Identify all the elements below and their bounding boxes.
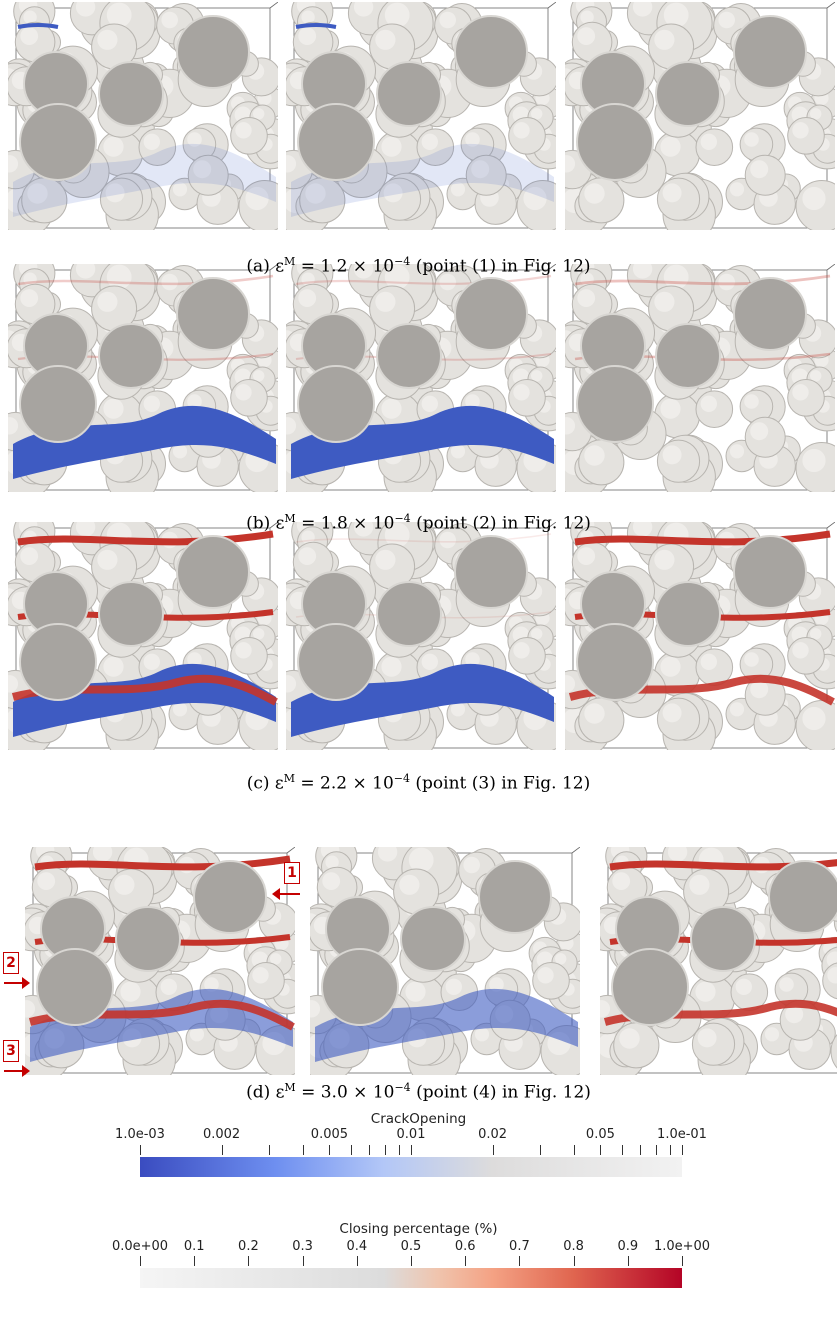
crack-opening-title: CrackOpening — [370, 1111, 467, 1127]
crack-opening-tick-label: 0.02 — [478, 1127, 508, 1142]
crack-opening-tick-label: 0.01 — [396, 1127, 426, 1142]
closing-tick-label: 0.5 — [400, 1239, 422, 1254]
crack-opening-tick — [655, 1145, 657, 1155]
closing-tick-label: 0.3 — [292, 1239, 313, 1254]
crack-opening-tick — [411, 1145, 412, 1155]
marker-2-arrow — [4, 977, 30, 989]
crack-opening-tick — [540, 1145, 542, 1155]
marker-3-arrow — [4, 1065, 30, 1077]
caption-c-exp: −4 — [393, 772, 410, 785]
caption-d-suffix: (point (4) in Fig. 12) — [410, 1082, 591, 1103]
caption-c-sup: M — [283, 772, 295, 785]
microstructure-render — [565, 522, 835, 750]
closing-tick — [140, 1256, 141, 1266]
closing-tick — [194, 1256, 196, 1266]
crack-opening-colorbar — [140, 1157, 682, 1177]
microstructure-render — [310, 847, 580, 1075]
caption-a-suffix: (point (1) in Fig. 12) — [410, 256, 591, 277]
microstructure-render — [565, 2, 835, 230]
caption-b-prefix: (b) ε — [246, 513, 285, 534]
closing-tick — [627, 1256, 629, 1266]
microstructure-render — [286, 2, 556, 230]
closing-colorbar — [140, 1268, 682, 1288]
microstructure-render — [8, 522, 278, 750]
caption-b-sup: M — [284, 512, 296, 525]
caption-a: (a) εM = 1.2 × 10−4 (point (1) in Fig. 1… — [0, 255, 837, 277]
crack-opening-tick — [669, 1145, 671, 1155]
crack-opening-tick — [574, 1145, 576, 1155]
caption-d-prefix: (d) ε — [246, 1082, 285, 1103]
crack-opening-tick — [682, 1145, 683, 1155]
caption-c-prefix: (c) ε — [246, 773, 284, 794]
caption-d-mid: = 3.0 × 10 — [295, 1082, 395, 1103]
crack-opening-tick — [303, 1145, 305, 1155]
microstructure-render — [25, 847, 295, 1075]
crack-opening-tick — [600, 1145, 602, 1155]
caption-d-sup: M — [284, 1081, 296, 1094]
closing-tick — [411, 1256, 412, 1266]
microstructure-render — [600, 847, 837, 1075]
marker-1-arrow — [272, 888, 300, 900]
closing-tick-label: 0.6 — [454, 1239, 476, 1254]
closing-tick — [248, 1256, 250, 1266]
crack-opening-tick — [492, 1145, 494, 1155]
closing-tick-label: 0.2 — [238, 1239, 259, 1254]
closing-tick-label: 0.4 — [346, 1239, 368, 1254]
crack-opening-tick — [384, 1145, 386, 1155]
crack-opening-tick-label: 0.005 — [310, 1127, 349, 1142]
crack-opening-tick — [621, 1145, 623, 1155]
caption-c-mid: = 2.2 × 10 — [295, 773, 394, 794]
microstructure-render — [565, 264, 835, 492]
caption-a-prefix: (a) ε — [246, 256, 285, 277]
crack-opening-tick — [140, 1145, 141, 1155]
caption-d: (d) εM = 3.0 × 10−4 (point (4) in Fig. 1… — [0, 1081, 837, 1103]
crack-opening-tick-label: 1.0e-03 — [115, 1127, 165, 1142]
caption-a-sup: M — [284, 255, 296, 268]
caption-a-exp: −4 — [394, 255, 411, 268]
microstructure-render — [286, 264, 556, 492]
caption-a-mid: = 1.2 × 10 — [295, 256, 395, 277]
closing-tick — [302, 1256, 304, 1266]
microstructure-render — [8, 264, 278, 492]
microstructure-render — [286, 522, 556, 750]
closing-tick-label: 0.8 — [563, 1239, 584, 1254]
caption-c: (c) εM = 2.2 × 10−4 (point (3) in Fig. 1… — [0, 772, 837, 794]
crack-opening-tick — [640, 1145, 642, 1155]
caption-b-suffix: (point (2) in Fig. 12) — [410, 513, 591, 534]
caption-c-suffix: (point (3) in Fig. 12) — [410, 773, 591, 794]
closing-tick — [465, 1256, 467, 1266]
crack-opening-tick-label: 0.002 — [202, 1127, 241, 1142]
closing-tick-label: 0.1 — [183, 1239, 205, 1254]
closing-tick-label: 0.0e+00 — [111, 1239, 169, 1254]
crack-opening-tick — [329, 1145, 331, 1155]
closing-title: Closing percentage (%) — [339, 1221, 498, 1237]
crack-opening-tick-label: 1.0e-01 — [657, 1127, 707, 1142]
microstructure-render — [8, 2, 278, 230]
closing-tick — [682, 1256, 683, 1266]
caption-b: (b) εM = 1.8 × 10−4 (point (2) in Fig. 1… — [0, 512, 837, 534]
marker-1: 1 — [284, 862, 300, 884]
caption-b-mid: = 1.8 × 10 — [295, 513, 395, 534]
closing-tick-label: 1.0e+00 — [653, 1239, 711, 1254]
crack-opening-tick — [269, 1145, 271, 1155]
closing-tick — [356, 1256, 358, 1266]
crack-opening-tick-label: 0.05 — [585, 1127, 615, 1142]
marker-2: 2 — [3, 952, 19, 974]
closing-tick-label: 0.7 — [509, 1239, 530, 1254]
crack-opening-tick — [221, 1145, 223, 1155]
caption-b-exp: −4 — [394, 512, 411, 525]
crack-opening-tick — [398, 1145, 400, 1155]
marker-3: 3 — [3, 1040, 19, 1062]
closing-tick — [519, 1256, 521, 1266]
crack-opening-tick — [369, 1145, 371, 1155]
closing-tick-label: 0.9 — [617, 1239, 639, 1254]
closing-tick — [573, 1256, 575, 1266]
caption-d-exp: −4 — [394, 1081, 411, 1094]
crack-opening-tick — [350, 1145, 352, 1155]
